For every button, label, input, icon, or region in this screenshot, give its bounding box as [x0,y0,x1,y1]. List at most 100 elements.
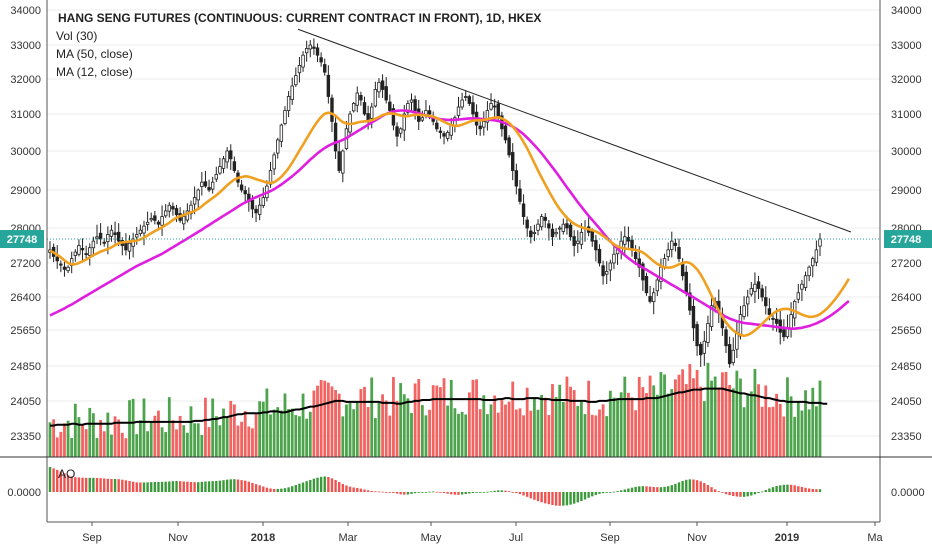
candle-body [174,208,179,216]
volume-bar [70,437,74,457]
candle-body [478,125,482,130]
volume-bar [486,414,489,457]
volume-bar [507,401,511,457]
ao-bar [562,492,565,506]
volume-bar [457,413,460,457]
volume-bar [135,434,139,457]
candle-body [312,46,316,49]
ao-bar [482,492,486,493]
candle-body [55,256,59,262]
candle-body [673,242,678,246]
volume-bar [294,415,298,457]
ao-bar [392,492,395,493]
ao-bar [52,468,55,492]
ao-bar [327,477,330,492]
candle-body [380,80,385,90]
y-tick-right: 25650 [891,325,922,337]
volume-bar [511,381,515,457]
candle-body [80,248,85,251]
volume-bar [460,411,464,457]
candle-body [547,223,551,229]
candle-body [800,283,804,290]
ao-bar [352,487,355,492]
ao-bar [160,481,164,492]
volume-bar [193,423,197,457]
ao-bar [146,482,149,492]
ao-bar [171,481,175,492]
ao-bar [207,481,211,492]
ao-bar [131,481,135,492]
candle-body [670,240,674,250]
candle-body [482,121,486,128]
volume-bar [630,397,634,457]
candle-body [789,314,793,329]
candle-body [641,263,645,281]
ao-bar [638,486,641,492]
ao-bar [70,476,73,492]
volume-bar [742,407,746,457]
trendline[interactable] [297,28,852,233]
ao-bar [269,488,272,492]
volume-bar [204,397,207,457]
volume-bar [645,393,648,457]
candle-body [145,221,150,225]
candle-body [142,225,146,234]
candle-body [742,305,746,317]
candle-body [286,96,291,111]
candle-body [283,110,287,125]
y-tick-right: 26400 [891,292,922,304]
candle-body [760,288,764,298]
ao-bar [244,480,247,492]
candle-body [200,181,204,187]
ao-bar [200,481,204,492]
ao-bar [735,492,739,497]
candle-body [341,150,345,174]
candle-body [565,223,569,229]
ao-bar [464,492,467,494]
ao-bar [529,492,532,499]
volume-bar [305,418,309,457]
ao-bar [330,478,334,492]
candle-body [514,170,519,187]
ao-bar [504,490,507,492]
ao-bar [66,475,70,492]
volume-bar [388,415,392,457]
candle-body [684,271,688,294]
ao-bar [128,481,131,492]
volume-bar [605,416,609,457]
ao-bar [732,492,735,496]
volume-bar [73,403,77,457]
candle-body [691,305,696,329]
ao-bar [713,489,717,492]
candle-body [699,343,703,356]
ao-bar [265,487,269,492]
ao-bar [601,492,605,494]
ao-bar [338,482,341,492]
volume-pane [48,362,828,457]
y-tick-left: 23350 [10,431,41,443]
candle-body [648,296,652,302]
volume-bar [702,401,706,457]
volume-bar [623,376,627,457]
volume-bar [189,406,193,457]
ao-bar [435,491,439,493]
ao-bar [478,492,482,493]
candle-body [88,247,92,256]
legend-vol: Vol (30) [56,29,97,43]
ao-bar [692,479,695,492]
ao-bar [218,480,222,492]
ao-bar [670,485,673,492]
ao-bar [301,482,305,492]
x-tick-label: Nov [168,532,188,544]
ao-bar [757,492,760,493]
candle-body [496,103,500,119]
ao-bar [403,492,406,495]
volume-bar [175,429,178,457]
ao-bar [374,491,377,493]
volume-bar [793,416,797,457]
volume-bar [178,415,182,457]
ao-bar [558,492,561,506]
volume-bar [142,398,146,457]
ao-bar [153,482,157,492]
